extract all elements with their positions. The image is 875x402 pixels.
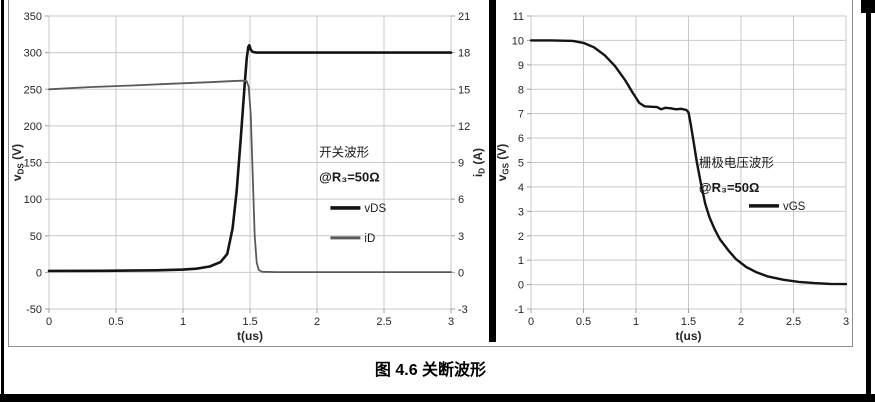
svg-text:250: 250	[24, 84, 42, 96]
right-border-line	[866, 0, 871, 402]
svg-text:1.5: 1.5	[242, 316, 257, 328]
left-border-line	[1, 0, 4, 402]
svg-text:8: 8	[518, 84, 524, 96]
svg-text:50: 50	[30, 231, 42, 243]
svg-text:2: 2	[738, 316, 744, 328]
switching-waveform-chart: 0 0.5 1 1.5 2 2.5 3 350 300 250 200 150 100 50 0 -50 21 1…	[10, 0, 491, 344]
svg-text:@R₃=50Ω: @R₃=50Ω	[319, 170, 380, 185]
svg-text:12: 12	[458, 121, 470, 133]
svg-text:3: 3	[518, 206, 524, 218]
svg-text:6: 6	[518, 133, 524, 145]
svg-text:21: 21	[458, 11, 470, 23]
svg-text:1: 1	[518, 255, 524, 267]
svg-text:0: 0	[518, 280, 524, 292]
chart-legend: vDS iD	[330, 203, 386, 245]
svg-text:5: 5	[518, 158, 524, 170]
axis-ticks	[527, 15, 847, 313]
chart-divider	[489, 0, 496, 342]
svg-text:@R₃=50Ω: @R₃=50Ω	[699, 180, 760, 195]
figure-caption: 图 4.6 关断波形	[374, 362, 487, 379]
svg-text:2: 2	[314, 316, 320, 328]
svg-text:6: 6	[458, 194, 464, 206]
y-left-axis-title: vGS (V)	[496, 144, 511, 182]
series-vGS	[529, 39, 848, 286]
chart-annotation: 开关波形 @R₃=50Ω	[319, 146, 380, 185]
svg-text:200: 200	[24, 121, 42, 133]
svg-text:11: 11	[513, 11, 524, 23]
svg-text:0.5: 0.5	[108, 316, 123, 328]
svg-text:2: 2	[518, 231, 524, 243]
series-iD	[48, 79, 452, 273]
svg-text:300: 300	[24, 48, 42, 60]
svg-text:0: 0	[36, 267, 42, 279]
y-left-axis-title: vDS (V)	[11, 144, 26, 181]
svg-text:7: 7	[518, 109, 524, 121]
svg-text:0: 0	[46, 316, 52, 328]
axis-ticks	[45, 15, 455, 313]
series-vDS	[47, 44, 453, 273]
x-axis-title: t(us)	[676, 329, 702, 343]
svg-text:3: 3	[843, 316, 849, 328]
svg-text:2.5: 2.5	[376, 316, 391, 328]
gridlines	[48, 15, 452, 310]
legend-label: iD	[364, 233, 375, 245]
svg-text:3: 3	[448, 316, 454, 328]
svg-text:1: 1	[180, 316, 186, 328]
svg-text:-50: -50	[26, 304, 42, 316]
svg-text:150: 150	[24, 158, 42, 170]
bottom-border-bar	[0, 394, 875, 402]
svg-text:3: 3	[458, 231, 464, 243]
x-axis-title: t(us)	[237, 329, 263, 343]
gate-voltage-waveform-chart: 0 0.5 1 1.5 2 2.5 3 11 10 9 8 7 6 5 4 3 2 1 0 -1 t(us) vGS (V…	[495, 0, 851, 344]
figure-panel: 0 0.5 1 1.5 2 2.5 3 350 300 250 200 150 100 50 0 -50 21 1…	[8, 0, 853, 347]
svg-text:18: 18	[458, 48, 470, 60]
svg-text:开关波形: 开关波形	[319, 146, 370, 160]
svg-text:0.5: 0.5	[576, 316, 591, 328]
svg-text:9: 9	[458, 158, 464, 170]
svg-text:-3: -3	[458, 304, 468, 316]
svg-text:350: 350	[24, 11, 42, 23]
chart-annotation: 栅极电压波形 @R₃=50Ω	[699, 155, 775, 195]
svg-text:-1: -1	[514, 304, 524, 316]
svg-text:1.5: 1.5	[681, 316, 696, 328]
gridlines	[530, 15, 847, 310]
svg-text:4: 4	[518, 182, 524, 194]
svg-text:2.5: 2.5	[786, 316, 801, 328]
svg-text:10: 10	[512, 35, 524, 47]
chart-legend: vGS	[748, 201, 806, 213]
svg-text:1: 1	[633, 316, 639, 328]
svg-text:9: 9	[518, 60, 524, 72]
legend-label: vDS	[364, 203, 386, 215]
svg-text:100: 100	[24, 194, 42, 206]
y-right-axis-title: iD (A)	[471, 148, 487, 177]
legend-label: vGS	[783, 201, 806, 213]
svg-text:栅极电压波形: 栅极电压波形	[699, 155, 775, 170]
svg-text:15: 15	[458, 84, 470, 96]
svg-text:0: 0	[458, 267, 464, 279]
axis-tick-labels: 0 0.5 1 1.5 2 2.5 3350300250200150100500-50211…	[24, 11, 471, 328]
svg-text:0: 0	[528, 316, 534, 328]
chart-svg: 0 0.5 1 1.5 2 2.5 3350300250200150100500-50211…	[10, 11, 487, 343]
